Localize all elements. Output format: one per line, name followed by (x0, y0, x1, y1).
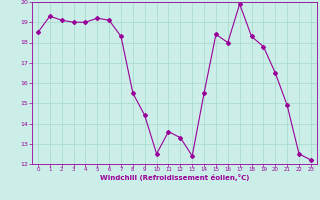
X-axis label: Windchill (Refroidissement éolien,°C): Windchill (Refroidissement éolien,°C) (100, 174, 249, 181)
